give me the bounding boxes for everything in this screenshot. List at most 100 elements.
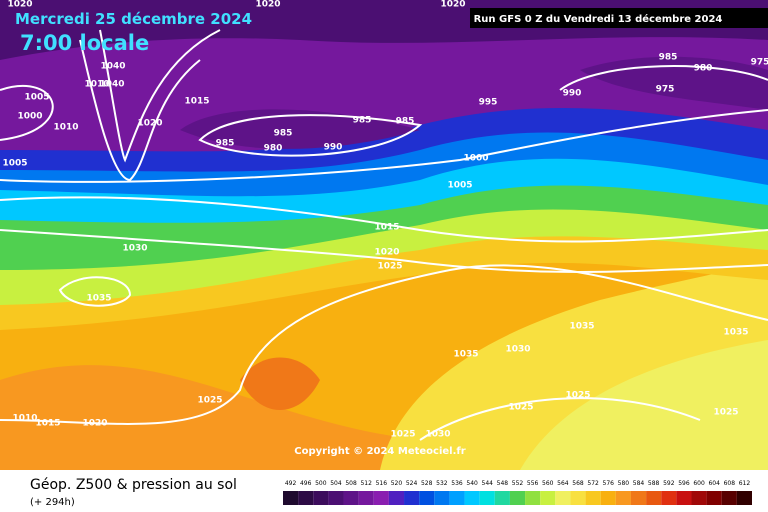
scale-swatch — [661, 491, 677, 505]
isobar-label: 990 — [563, 89, 582, 99]
footer-title: Géop. Z500 & pression au sol — [30, 477, 237, 493]
isobar-label: 1020 — [82, 419, 107, 429]
date: Mercredi 25 décembre 2024 — [15, 10, 252, 28]
scale-label: 580 — [618, 480, 630, 487]
scale-swatch — [328, 491, 344, 505]
isobar — [419, 397, 701, 441]
scale-label: 508 — [345, 480, 357, 487]
scale-label: 536 — [451, 480, 463, 487]
scale-swatch — [736, 491, 752, 505]
scale-swatch — [570, 491, 586, 505]
isobar-label: 1030 — [122, 244, 147, 254]
scale-swatch — [691, 491, 707, 505]
isobar-label: 1010 — [84, 80, 109, 90]
isobar-label: 1040 — [99, 80, 124, 90]
isobar-label: 1035 — [86, 294, 111, 304]
scale-label: 492 — [285, 480, 297, 487]
isobar-label: 995 — [479, 98, 498, 108]
scale-swatch — [434, 491, 450, 505]
isobar-label: 1025 — [377, 262, 402, 272]
scale-label: 496 — [300, 480, 312, 487]
scale-swatch — [419, 491, 435, 505]
scale-swatch — [343, 491, 359, 505]
isobar-label: 1015 — [184, 97, 209, 107]
scale-swatch — [358, 491, 374, 505]
scale-swatch — [449, 491, 465, 505]
copyright: Copyright © 2024 Meteociel.fr — [294, 446, 465, 457]
scale-label: 560 — [542, 480, 554, 487]
scale-swatch — [404, 491, 420, 505]
field-low-east — [580, 56, 768, 110]
isobar — [58, 276, 132, 307]
scale-swatch — [479, 491, 495, 505]
scale-label: 520 — [391, 480, 403, 487]
scale-swatch — [494, 491, 510, 505]
scale-swatch — [706, 491, 722, 505]
isobar-label: 980 — [694, 64, 713, 74]
isobar-label: 985 — [353, 116, 372, 126]
scale-label: 516 — [376, 480, 388, 487]
isobar — [198, 114, 423, 157]
isobar-label: 985 — [216, 139, 235, 149]
scale-label: 588 — [648, 480, 660, 487]
isobar-label: 1020 — [137, 119, 162, 129]
isobar-label: 1010 — [53, 123, 78, 133]
scale-swatch — [373, 491, 389, 505]
field-orange — [0, 365, 420, 470]
isobar-label: 1025 — [197, 396, 222, 406]
isobar-label: 1005 — [447, 181, 472, 191]
scale-label: 500 — [315, 480, 327, 487]
scale-swatch — [509, 491, 526, 505]
isobar-label: 1015 — [374, 223, 399, 233]
scale-swatch — [676, 491, 692, 505]
isobar-label: 1000 — [463, 154, 488, 164]
scale-swatch — [540, 491, 556, 505]
field-orange-dark — [240, 357, 320, 410]
isobar-label: 985 — [396, 117, 415, 127]
isobar-label: 1005 — [2, 159, 27, 169]
isobar-label: 1030 — [505, 345, 530, 355]
isobar — [79, 39, 201, 182]
isobar-label: 1025 — [508, 403, 533, 413]
field-low — [180, 109, 420, 149]
isobars — [0, 29, 768, 441]
isobar-label: 1025 — [390, 430, 415, 440]
isobar-label: 1005 — [24, 93, 49, 103]
color-scale: 492 496 500 504 508 512 516 520 524 528 532 536 540 5… — [283, 480, 752, 505]
scale-label: 540 — [466, 480, 478, 487]
scale-label: 576 — [603, 480, 615, 487]
isobar-label: 975 — [656, 85, 675, 95]
scale-label: 584 — [633, 480, 645, 487]
scale-label: 548 — [497, 480, 509, 487]
isobar-label: 1035 — [723, 328, 748, 338]
isobar-label: 1020 — [440, 0, 465, 10]
scale-label: 552 — [512, 480, 524, 487]
scale-label: 528 — [421, 480, 433, 487]
isobar — [0, 229, 768, 273]
isobar — [0, 84, 54, 141]
run-info: Run GFS 0 Z du Vendredi 13 décembre 2024 — [474, 13, 723, 25]
isobar-label: 985 — [274, 129, 293, 139]
scale-swatch — [646, 491, 662, 505]
isobar — [0, 109, 768, 183]
isobar-label: 1020 — [255, 0, 280, 10]
scale-label: 564 — [557, 480, 569, 487]
scale-label: 600 — [693, 480, 705, 487]
scale-label: 504 — [330, 480, 342, 487]
scale-label: 592 — [663, 480, 675, 487]
scale-swatch — [555, 491, 571, 505]
isobar — [99, 29, 221, 163]
isobar-label: 1010 — [12, 414, 37, 424]
isobar-label: 1040 — [100, 62, 125, 72]
isobar-label: 1035 — [453, 350, 478, 360]
run-box — [470, 8, 768, 28]
scale-label: 612 — [739, 480, 751, 487]
scale-label: 556 — [527, 480, 539, 487]
scale-swatch — [585, 491, 601, 505]
scale-swatch — [600, 491, 616, 505]
isobar-label: 1025 — [565, 391, 590, 401]
scale-swatch — [298, 491, 314, 505]
isobar-label: 1025 — [713, 408, 738, 418]
